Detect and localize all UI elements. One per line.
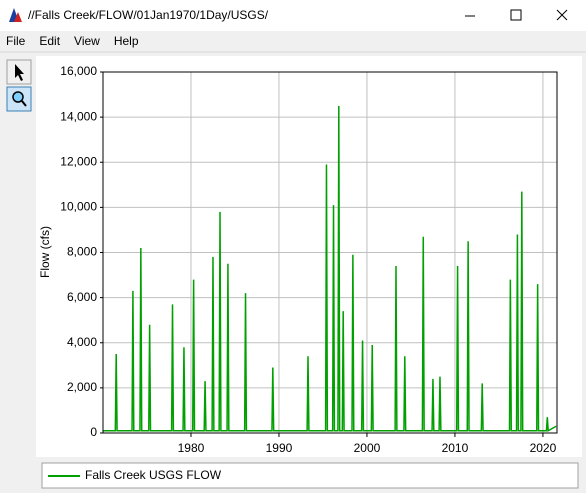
y-axis-label: Flow (cfs) (38, 226, 52, 278)
x-tick-label: 1990 (266, 441, 293, 455)
y-tick-label: 8,000 (67, 245, 97, 259)
y-tick-label: 10,000 (60, 200, 97, 214)
y-tick-label: 2,000 (67, 380, 97, 394)
maximize-button[interactable] (510, 9, 522, 21)
x-tick-label: 2010 (442, 441, 469, 455)
menu-item[interactable]: View (74, 34, 100, 48)
app-icon-red (14, 12, 22, 22)
pointer-icon (15, 64, 24, 81)
plot-frame (102, 71, 558, 434)
y-tick-label: 6,000 (67, 290, 97, 304)
window-title: //Falls Creek/FLOW/01Jan1970/1Day/USGS/ (28, 8, 269, 22)
y-tick-label: 4,000 (67, 335, 97, 349)
zoom-icon (12, 91, 24, 103)
legend-label: Falls Creek USGS FLOW (85, 468, 222, 482)
y-tick-label: 12,000 (60, 154, 97, 168)
legend (41, 462, 579, 489)
close-button[interactable] (556, 9, 568, 21)
y-tick-label: 14,000 (60, 109, 97, 123)
x-tick-label: 2000 (354, 441, 381, 455)
menu-item[interactable]: Help (114, 34, 139, 48)
title-bar (0, 0, 586, 31)
y-tick-label: 0 (90, 425, 97, 439)
x-tick-label: 2020 (530, 441, 557, 455)
zoom-icon-handle (21, 100, 27, 107)
menu-item[interactable]: Edit (39, 34, 60, 48)
data-line (103, 105, 557, 432)
x-tick-label: 1980 (178, 441, 205, 455)
menu-item[interactable]: File (6, 34, 26, 48)
y-tick-label: 16,000 (60, 64, 97, 78)
